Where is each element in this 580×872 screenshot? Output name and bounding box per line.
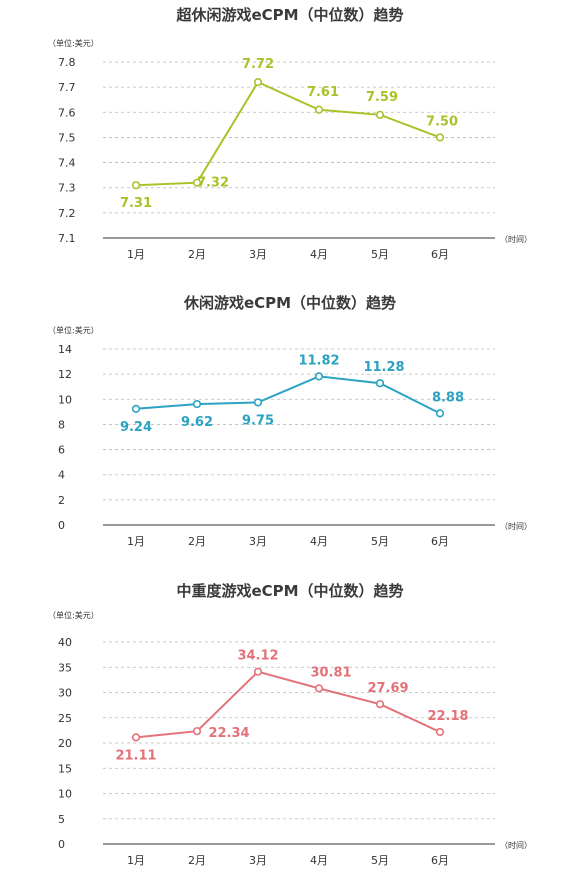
- y-tick-label: 7.5: [58, 131, 76, 144]
- y-tick-label: 4: [58, 469, 65, 482]
- y-tick-label: 20: [58, 737, 72, 750]
- data-label: 9.62: [181, 415, 213, 430]
- y-tick-label: 14: [58, 343, 72, 356]
- series-line: [135, 375, 441, 415]
- data-label: 7.72: [242, 57, 274, 72]
- y-tick-label: 7.4: [58, 157, 76, 170]
- data-label: 27.69: [367, 681, 408, 696]
- x-unit-label: （时间）: [500, 521, 532, 531]
- y-unit-label: （单位:美元）: [48, 325, 99, 335]
- x-tick-label: 6月: [431, 854, 449, 867]
- x-tick-label: 3月: [249, 535, 267, 548]
- y-tick-label: 7.3: [58, 182, 76, 195]
- y-tick-label: 7.7: [58, 81, 76, 94]
- chart-plot: （单位:美元） 0 5 10 15 20 25 30 35 40 （时间） 1月 2月 3月 4月 5月 6月 2…: [48, 610, 532, 867]
- series-line: [135, 670, 441, 739]
- x-tick-label: 1月: [127, 248, 145, 261]
- x-tick-label: 6月: [431, 248, 449, 261]
- x-tick-label: 2月: [188, 854, 206, 867]
- y-tick-label: 35: [58, 661, 72, 674]
- chart-title: 中重度游戏eCPM（中位数）趋势: [176, 582, 404, 600]
- y-unit-label: （单位:美元）: [48, 610, 99, 620]
- data-point: [314, 684, 324, 693]
- x-tick-label: 2月: [188, 248, 206, 261]
- x-tick-label: 3月: [249, 854, 267, 867]
- x-tick-label: 5月: [371, 248, 389, 261]
- data-label: 8.88: [432, 390, 464, 405]
- data-point: [435, 133, 445, 142]
- data-point: [253, 667, 263, 676]
- data-label: 22.18: [427, 709, 468, 724]
- chart-title: 超休闲游戏eCPM（中位数）趋势: [176, 6, 404, 24]
- data-label: 9.24: [120, 420, 152, 435]
- data-label: 9.75: [242, 413, 274, 428]
- data-point: [253, 78, 263, 87]
- data-point: [253, 398, 263, 407]
- data-point: [435, 727, 445, 737]
- y-tick-label: 7.1: [58, 232, 76, 245]
- chart-plot: （单位:美元） 0 2 4 6 8 10 12 14 （时间） 1月 2月 3月 4月 5月 6月 9.24 9.…: [48, 325, 532, 548]
- series-line: [135, 80, 441, 187]
- y-tick-label: 7.6: [58, 106, 76, 119]
- data-point: [192, 178, 202, 187]
- data-label: 21.11: [115, 748, 156, 763]
- data-label: 7.32: [197, 176, 229, 191]
- y-tick-label: 0: [58, 838, 65, 851]
- y-tick-label: 5: [58, 813, 65, 826]
- x-tick-label: 6月: [431, 535, 449, 548]
- data-label: 7.59: [366, 90, 398, 105]
- y-tick-label: 25: [58, 712, 72, 725]
- data-point: [314, 105, 324, 114]
- y-tick-label: 30: [58, 687, 72, 700]
- data-point: [435, 409, 445, 418]
- data-label: 30.81: [310, 665, 351, 680]
- chart-title: 休闲游戏eCPM（中位数）趋势: [183, 294, 397, 312]
- y-unit-label: （单位:美元）: [48, 38, 99, 48]
- data-label: 22.34: [208, 726, 249, 741]
- data-point: [131, 404, 141, 413]
- data-point: [131, 733, 141, 742]
- data-point: [314, 372, 324, 381]
- data-point: [375, 700, 385, 709]
- chart-plot: （单位:美元） 7.1 7.2 7.3 7.4 7.5 7.6 7.7 7.8 （时间） 1月 2月 3…: [48, 38, 532, 261]
- y-tick-label: 7.2: [58, 207, 76, 220]
- y-tick-label: 40: [58, 636, 72, 649]
- x-unit-label: （时间）: [500, 234, 532, 244]
- y-tick-label: 6: [58, 444, 65, 457]
- y-tick-label: 8: [58, 418, 65, 431]
- y-tick-label: 2: [58, 494, 65, 507]
- y-tick-label: 15: [58, 762, 72, 775]
- y-tick-label: 7.8: [58, 56, 76, 69]
- data-point: [131, 181, 141, 190]
- x-tick-label: 1月: [127, 535, 145, 548]
- y-tick-label: 10: [58, 788, 72, 801]
- x-tick-label: 4月: [310, 535, 328, 548]
- data-point: [375, 379, 385, 388]
- x-tick-label: 4月: [310, 854, 328, 867]
- y-tick-label: 0: [58, 519, 65, 532]
- data-point: [192, 727, 202, 736]
- x-tick-label: 5月: [371, 535, 389, 548]
- data-label: 11.82: [298, 353, 339, 368]
- data-label: 34.12: [237, 649, 278, 664]
- x-tick-label: 1月: [127, 854, 145, 867]
- x-tick-label: 3月: [249, 248, 267, 261]
- x-tick-label: 2月: [188, 535, 206, 548]
- data-point: [192, 399, 202, 409]
- x-tick-label: 4月: [310, 248, 328, 261]
- data-label: 7.31: [120, 196, 152, 211]
- y-tick-label: 10: [58, 393, 72, 406]
- x-unit-label: （时间）: [500, 840, 532, 850]
- data-point: [375, 110, 385, 119]
- y-tick-label: 12: [58, 368, 72, 381]
- data-label: 7.61: [307, 85, 339, 100]
- data-label: 7.50: [426, 114, 458, 129]
- x-tick-label: 5月: [371, 854, 389, 867]
- data-label: 11.28: [363, 360, 404, 375]
